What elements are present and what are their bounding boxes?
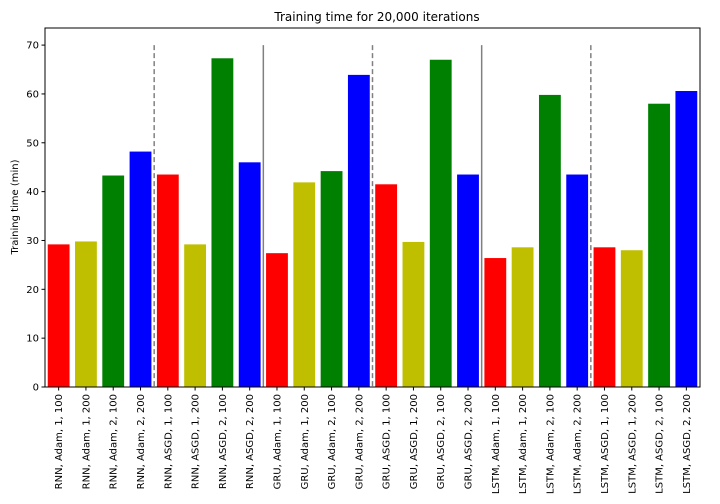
plot-frame: [44, 27, 701, 388]
bar-18: [511, 247, 534, 387]
y-tick-label-60: 60: [26, 89, 39, 100]
x-tick-label-6: RNN, ASGD, 1, 200: [191, 394, 202, 489]
x-tick-label-5: RNN, ASGD, 1, 100: [163, 394, 174, 489]
y-tick-label-40: 40: [26, 187, 39, 198]
x-tick-label-9: GRU, Adam, 1, 100: [272, 394, 283, 489]
bar-21: [593, 247, 616, 387]
y-axis-label: Training time (min): [10, 159, 21, 255]
x-tick-label-12: GRU, Adam, 2, 200: [354, 394, 365, 489]
bar-24: [675, 91, 698, 387]
bar-4: [129, 151, 152, 387]
y-tick-label-70: 70: [26, 41, 39, 52]
plot-area: 0 10 20 30 40 50 60 70 RNN, Adam, 1, 100 RNN, Ada…: [26, 27, 701, 494]
bar-15: [429, 59, 452, 387]
x-tick-label-14: GRU, ASGD, 1, 200: [409, 394, 420, 489]
bar-16: [457, 174, 479, 387]
x-tick-label-3: RNN, Adam, 2, 100: [109, 394, 120, 489]
bar-19: [538, 94, 561, 388]
x-tick-label-15: GRU, ASGD, 2, 100: [436, 394, 447, 489]
x-tick-label-4: RNN, Adam, 2, 200: [136, 394, 147, 489]
bar-6: [184, 244, 207, 387]
y-tick-label-50: 50: [26, 138, 39, 149]
bar-3: [102, 175, 125, 387]
x-tick-label-22: LSTM, ASGD, 1, 200: [627, 394, 638, 494]
bar-8: [238, 162, 261, 387]
y-tick-label-30: 30: [26, 236, 39, 247]
x-tick-label-1: RNN, Adam, 1, 100: [54, 394, 65, 489]
bar-12: [347, 74, 370, 387]
x-tick-label-7: RNN, ASGD, 2, 100: [218, 394, 229, 489]
bar-13: [375, 184, 398, 387]
x-tick-label-2: RNN, Adam, 1, 200: [81, 394, 92, 489]
bar-22: [620, 250, 643, 387]
bar-7: [211, 58, 234, 387]
x-tick-label-18: LSTM, Adam, 1, 200: [518, 394, 529, 494]
x-tick-label-16: GRU, ASGD, 2, 200: [464, 394, 475, 489]
y-tick-label-10: 10: [26, 334, 39, 345]
bar-2: [75, 241, 97, 387]
x-tick-label-10: GRU, Adam, 1, 200: [300, 394, 311, 489]
bar-9: [266, 253, 288, 387]
x-tick-label-13: GRU, ASGD, 1, 100: [382, 394, 393, 489]
x-tick-label-11: GRU, Adam, 2, 100: [327, 394, 338, 489]
y-tick-label-0: 0: [33, 383, 39, 394]
x-tick-label-8: RNN, ASGD, 2, 200: [245, 394, 256, 489]
x-tick-label-24: LSTM, ASGD, 2, 200: [682, 394, 693, 494]
bar-10: [293, 182, 316, 387]
bar-20: [566, 174, 589, 387]
x-tick-label-17: LSTM, Adam, 1, 100: [491, 394, 502, 494]
x-tick-label-21: LSTM, ASGD, 1, 100: [600, 394, 611, 494]
bar-1: [47, 244, 70, 387]
x-tick-label-20: LSTM, Adam, 2, 200: [573, 394, 584, 494]
bar-23: [648, 103, 670, 388]
x-tick-label-19: LSTM, Adam, 2, 100: [545, 394, 556, 494]
chart-title: Training time for 20,000 iterations: [273, 10, 479, 24]
x-tick-label-23: LSTM, ASGD, 2, 100: [655, 394, 666, 494]
bar-14: [402, 241, 425, 387]
y-tick-label-20: 20: [26, 285, 39, 296]
bar-11: [320, 171, 343, 387]
bar-17: [484, 258, 507, 387]
bar-5: [156, 174, 179, 387]
